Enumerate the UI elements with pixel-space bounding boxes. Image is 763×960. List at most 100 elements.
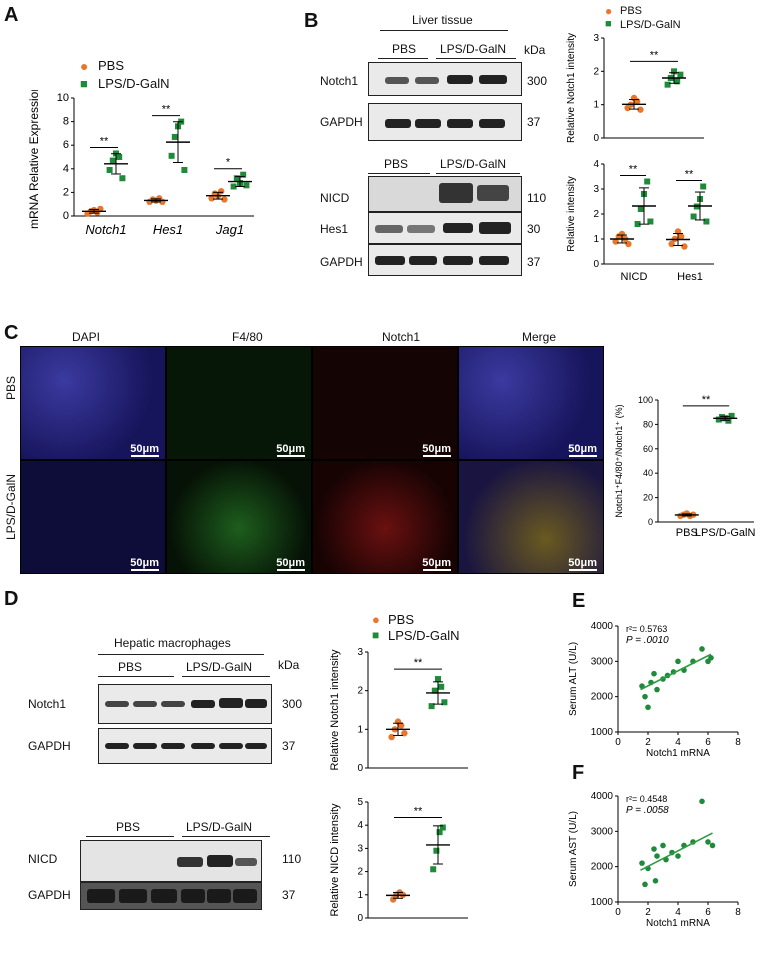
legend-b-pbs-label: PBS [620,5,643,17]
y-axis-label: Serum ALT (U/L) [568,642,579,716]
data-point [705,839,711,845]
chart-d1: 0 1 2 3 Relative Notch1 intensity ** [329,647,468,774]
lps-point [725,417,732,424]
micro-pbs-notch1: 50μm [312,346,458,460]
chart-e: 1000 2000 3000 4000 0 2 4 6 8 Notch1 mRNA Serum AL… [568,621,741,758]
y-tick-label: 80 [643,419,653,429]
x-tick-label: 4 [675,907,681,918]
micro-row-pbs: PBS [4,375,18,400]
y-tick-label: 1 [357,724,363,735]
lps-point [715,416,722,423]
data-point [675,853,681,859]
lps-point [436,829,443,836]
y-tick-label: 2 [593,209,599,220]
blot-d-line2-pbs [86,836,174,837]
p-value-label: P = .0058 [626,805,669,816]
panel-label-f: F [572,762,585,784]
panel-label-e: E [572,590,586,612]
y-tick-label: 1000 [591,727,614,738]
data-point [651,846,657,852]
data-point [654,853,660,859]
pbs-point [388,733,395,741]
y-tick-label: 2000 [591,692,614,703]
regression-line [640,832,713,871]
data-point [645,704,651,711]
blot-d-group-lps: LPS/D-GalN [186,660,253,674]
p-value-label: P = .0010 [626,635,669,646]
panel-label-b: B [304,10,319,32]
blot-b-tissue-line [380,30,508,31]
data-point [660,842,666,849]
y-tick-label: 20 [643,493,653,503]
legend-pbs-label: PBS [98,58,125,73]
pbs-point [637,106,644,113]
x-tick-label: LPS/D-GalN [695,527,756,539]
blot-b-kda-gapdh-bottom: 37 [527,255,541,269]
x-tick-label: PBS [676,527,698,539]
micro-row-lps: LPS/D-GalN [4,473,18,540]
blot-b-kda-notch1: 300 [527,74,548,88]
micro-pbs-f480: 50μm [166,346,312,460]
blot-b-row-gapdh-bottom: GAPDH [320,255,363,269]
y-tick-label: 4000 [591,621,614,632]
data-point [654,686,660,693]
regression-line [640,653,712,691]
y-tick-label: 1 [357,890,363,901]
chart-a: 0 2 4 6 8 10 mRNA Relative Expression Notch1 ** H… [28,90,254,237]
pbs-hes1-point [678,233,685,240]
lps-point [441,699,448,706]
blot-d-gapdh-strip-bottom [80,882,262,910]
chart-b2: 0 1 2 3 4 Relative intensity NICD ** Hes1 ** [566,159,714,283]
significance-label: ** [100,135,109,147]
data-point [699,798,705,805]
scale-bar-label: 50μm [422,557,451,569]
x-tick-label: 4 [675,737,681,748]
pbs-jag1-point [208,195,215,202]
micro-col-notch1: Notch1 [382,330,421,344]
y-tick-label: 3 [357,647,363,658]
blot-b-row-notch1: Notch1 [320,74,359,88]
blot-d-row-nicd: NICD [28,852,58,866]
lps-hes1-point [171,133,178,140]
scale-bar-label: 50μm [130,443,159,455]
blot-b-group2-lps: LPS/D-GalN [440,157,507,171]
y-tick-label: 8 [63,116,69,128]
blot-b-kda-gapdh-top: 37 [527,115,541,129]
blot-d-kda-notch1: 300 [282,697,303,711]
blot-d-title: Hepatic macrophages [114,636,231,650]
lps-nicd-point [644,178,651,185]
blot-d-row-gapdh-bottom: GAPDH [28,888,71,902]
lps-hes1-point [703,218,710,225]
significance-label: ** [414,657,423,669]
data-point [675,658,681,665]
y-axis-label: mRNA Relative Expression [28,90,41,229]
legend-d-pbs-label: PBS [388,612,415,627]
pbs-point [398,722,405,729]
blot-b-row-hes1: Hes1 [320,222,349,236]
blot-d-group-pbs: PBS [118,660,143,674]
blot-b-line-pbs [378,58,428,59]
blot-b-group2-pbs: PBS [384,157,409,171]
micro-col-dapi: DAPI [72,330,101,344]
y-tick-label: 40 [643,468,653,478]
blot-d-line2-lps [182,836,270,837]
lps-nicd-point [637,206,644,212]
legend-lps-label: LPS/D-GalN [98,76,170,91]
lps-point [433,847,440,854]
blot-b-group-pbs: PBS [392,42,417,56]
x-tick-label: 6 [705,737,711,748]
y-tick-label: 4000 [591,791,614,802]
micro-col-f480: F4/80 [232,330,263,344]
pbs-nicd-point [625,240,632,248]
r-squared-label: r²= 0.5763 [626,624,667,634]
y-axis-label: Relative intensity [566,176,577,252]
blot-d-gapdh-strip-top [98,728,272,764]
y-tick-label: 2 [357,867,363,878]
significance-label: ** [629,164,638,176]
blot-b-nicd-strip [368,176,522,212]
y-tick-label: 2 [357,686,363,697]
x-tick-label: 8 [735,737,741,748]
y-tick-label: 100 [638,395,653,405]
lps-point [728,412,735,419]
panel-label-d: D [4,588,19,610]
